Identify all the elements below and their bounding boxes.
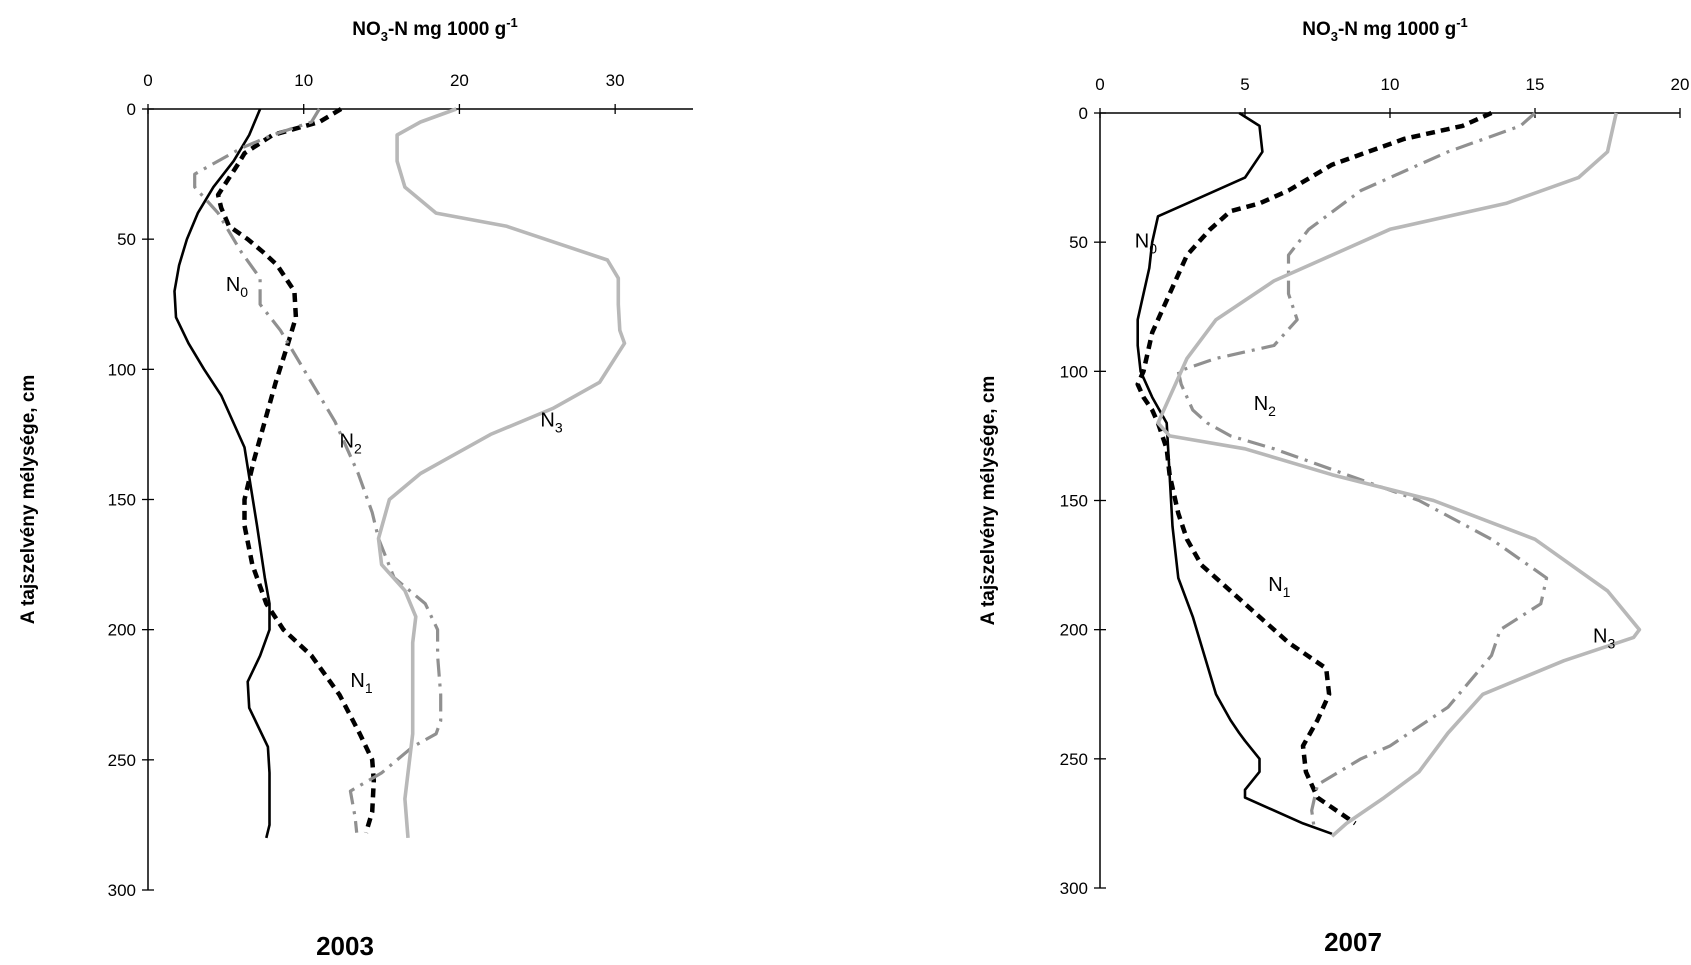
y-tick-label: 100 [1060,362,1088,381]
y-tick-label: 0 [1079,104,1088,123]
series-label-n1: N1 [1268,574,1290,600]
y-tick-label: 150 [1060,492,1088,511]
y-tick-label: 50 [1069,233,1088,252]
x-tick-label: 10 [1381,75,1400,94]
series-line-n3 [1156,112,1642,838]
x-axis-title: NO3-N mg 1000 g-1 [1302,15,1468,44]
y-axis-title: A tajszelvény mélysége, cm [18,375,39,625]
chart-year-label: 2007 [1324,927,1382,957]
chart-year-label: 2003 [316,931,374,961]
series-label-n0: N0 [226,274,248,300]
series-line-n0 [173,108,271,839]
y-tick-label: 300 [1060,879,1088,898]
series-line-n0 [1136,111,1333,836]
y-tick-label: 200 [108,621,136,640]
y-tick-label: 250 [1060,750,1088,769]
y-tick-label: 0 [127,100,136,119]
y-axis-title: A tajszelvény mélysége, cm [978,376,999,626]
series-line-n1 [215,107,377,834]
x-tick-label: 0 [143,71,152,90]
x-tick-label: 0 [1095,75,1104,94]
series-line-n2 [1176,111,1549,832]
x-tick-label: 20 [450,71,469,90]
y-tick-label: 50 [117,230,136,249]
x-tick-label: 5 [1240,75,1249,94]
x-tick-label: 10 [294,71,313,90]
series-label-n2: N2 [1254,393,1276,419]
x-tick-label: 15 [1526,75,1545,94]
series-line-n2 [193,108,443,833]
x-tick-label: 20 [1671,75,1690,94]
series-line-n3 [376,107,627,839]
y-tick-label: 200 [1060,621,1088,640]
series-label-n3: N3 [540,410,562,436]
series-label-n1: N1 [350,670,372,696]
series-label-n3: N3 [1593,626,1615,652]
x-tick-label: 30 [606,71,625,90]
series-label-n2: N2 [340,430,362,456]
y-tick-label: 150 [108,491,136,510]
y-tick-label: 100 [108,360,136,379]
y-tick-label: 250 [108,751,136,770]
x-axis-title: NO3-N mg 1000 g-1 [352,15,518,44]
series-label-n0: N0 [1135,230,1157,256]
y-tick-label: 300 [108,881,136,900]
